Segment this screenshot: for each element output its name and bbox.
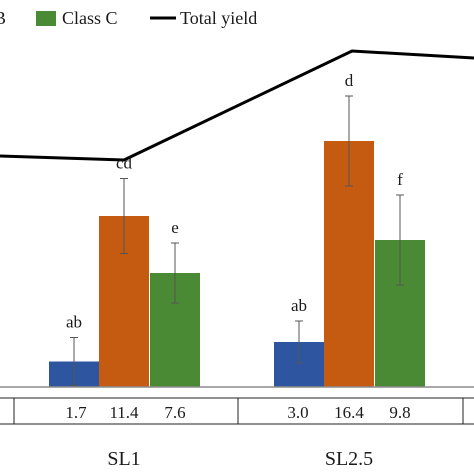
table-value: 11.4 <box>109 403 139 422</box>
significance-letter: cd <box>116 154 133 173</box>
legend-label-class-b: B <box>0 8 6 28</box>
table-value: 1.7 <box>65 403 87 422</box>
significance-letter: e <box>171 218 179 237</box>
total-yield-line <box>0 49 474 162</box>
significance-letter: f <box>397 170 403 189</box>
significance-letter: ab <box>291 296 307 315</box>
table-value: 7.6 <box>164 403 185 422</box>
x-tick-label: SL2.5 <box>325 448 373 470</box>
table-value: 16.4 <box>334 403 364 422</box>
table-value: 3.0 <box>287 403 308 422</box>
legend-label-total-yield: Total yield <box>180 8 257 28</box>
table-value: 9.8 <box>389 403 410 422</box>
significance-letter: ab <box>66 313 82 332</box>
bar-group: ab ab cd d e f <box>49 71 425 387</box>
legend-swatch-class-c <box>36 11 56 26</box>
legend: B Class C Total yield <box>0 8 257 28</box>
data-table: 1.7 11.4 7.6 3.0 16.4 9.8 <box>0 397 474 425</box>
x-tick-label: SL1 <box>107 448 140 470</box>
significance-letter: d <box>345 71 354 90</box>
legend-label-class-c: Class C <box>62 8 118 28</box>
